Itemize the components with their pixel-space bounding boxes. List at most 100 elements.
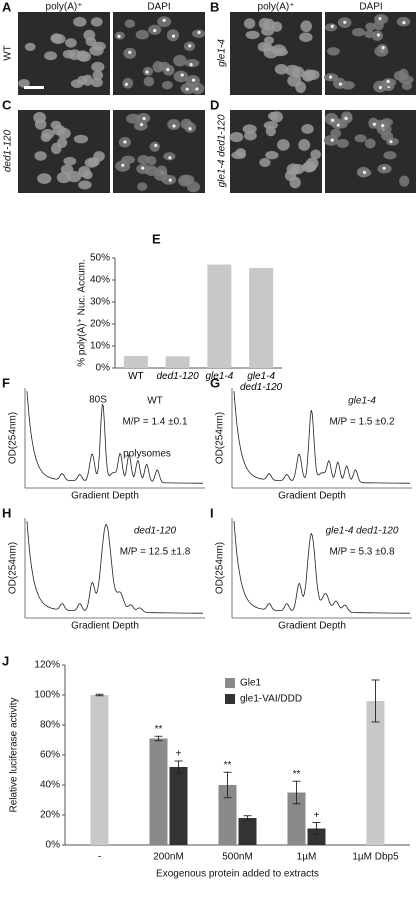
bar	[169, 767, 188, 845]
cell	[310, 149, 321, 160]
cell	[261, 26, 275, 36]
x-label-box: gle1-4	[205, 371, 234, 382]
x-tick-label: WT	[128, 371, 144, 382]
nucleus-spot	[330, 138, 334, 142]
nucleus-spot	[402, 21, 406, 25]
nucleus-spot	[195, 87, 199, 91]
strain-label: ded1-120	[134, 526, 177, 537]
nucleus-spot	[123, 140, 127, 144]
x-tick-label: 500nM	[222, 852, 253, 863]
bar	[218, 785, 237, 845]
error-bar	[243, 815, 252, 821]
cell	[67, 170, 82, 183]
peak-label: 80S	[89, 395, 107, 406]
bar	[366, 701, 385, 845]
cell	[146, 156, 157, 166]
nucleus-spot	[128, 50, 132, 54]
significance-mark: **	[224, 760, 232, 771]
y-tick-label: 10%	[90, 341, 110, 352]
profile-trace	[233, 391, 411, 484]
significance-mark: +	[176, 749, 182, 760]
cell	[77, 51, 92, 62]
nucleus-spot	[378, 85, 382, 90]
bar	[123, 355, 148, 368]
nucleus-spot	[153, 28, 157, 33]
mp-ratio: M/P = 5.3 ±0.8	[329, 547, 395, 558]
cell	[87, 157, 100, 167]
nucleus-spot	[168, 178, 172, 182]
bar	[149, 738, 168, 845]
nucleus-spot	[124, 82, 129, 87]
nucleus-spot	[166, 68, 170, 72]
cell	[34, 119, 47, 130]
cell	[186, 181, 200, 193]
cell	[383, 151, 397, 160]
cell	[298, 139, 311, 151]
nucleus-spot	[343, 20, 347, 24]
y-tick-label: 30%	[90, 297, 110, 308]
bar	[165, 356, 190, 368]
cell	[265, 150, 279, 160]
cell	[40, 133, 52, 142]
nucleus-spot	[188, 127, 192, 131]
cell	[173, 54, 187, 67]
x-axis-label: Exogenous protein added to extracts	[156, 869, 319, 880]
cell	[70, 79, 84, 88]
cell	[82, 74, 93, 86]
panel-letter: C	[2, 97, 12, 112]
significance-mark: **	[155, 724, 163, 735]
column-label: DAPI	[147, 2, 170, 13]
cell	[324, 113, 339, 125]
profile-trace	[26, 521, 204, 614]
nucleus-spot	[330, 118, 335, 122]
error-bar	[223, 771, 232, 799]
column-label: poly(A)⁺	[258, 2, 295, 13]
y-axis-label: Relative luciferase activity	[9, 697, 20, 812]
cell	[264, 36, 275, 45]
nucleus-spot	[171, 34, 176, 38]
cell	[276, 139, 290, 151]
cell	[133, 121, 148, 131]
y-tick-label: 0%	[96, 363, 111, 374]
strain-label: gle1-4 ded1-120	[326, 526, 399, 537]
column-label: DAPI	[359, 2, 382, 13]
x-tick-label: 200nM	[153, 852, 184, 863]
cell	[393, 70, 406, 81]
nucleus-spot	[141, 166, 145, 170]
cell	[364, 30, 375, 39]
cell	[184, 59, 200, 68]
panel-letter: J	[2, 653, 9, 668]
nucleus-spot	[344, 116, 348, 120]
bar	[207, 264, 232, 368]
strain-label: WT	[147, 396, 163, 407]
nucleus-spot	[381, 124, 385, 128]
nucleus-spot	[154, 143, 158, 148]
cell	[267, 111, 279, 121]
cell	[126, 113, 141, 124]
strain-label: WT	[3, 45, 14, 61]
y-tick-label: 40%	[90, 275, 110, 286]
cell	[122, 77, 134, 89]
x-tick-label: gle1-4	[205, 371, 234, 382]
cell	[285, 64, 301, 76]
panel-letter: H	[2, 505, 11, 520]
x-axis-label: Gradient Depth	[71, 491, 139, 502]
y-axis-label: OD(254nm)	[8, 542, 19, 594]
column-label: poly(A)⁺	[46, 2, 83, 13]
cell	[90, 17, 103, 27]
nucleus-spot	[121, 163, 125, 167]
strain-label: gle1-4	[217, 39, 228, 67]
panel-letter: E	[152, 231, 161, 246]
y-tick-label: 80%	[40, 720, 60, 731]
scale-bar	[24, 86, 44, 89]
y-axis-label: OD(254nm)	[215, 542, 226, 594]
profile-trace	[233, 521, 411, 614]
x-label-box: WT	[128, 371, 144, 382]
nucleus-spot	[362, 170, 367, 174]
cell	[301, 124, 314, 134]
y-axis-label: OD(254nm)	[8, 412, 19, 464]
cell	[373, 19, 384, 31]
cell	[173, 70, 189, 83]
profile-trace	[26, 391, 204, 484]
